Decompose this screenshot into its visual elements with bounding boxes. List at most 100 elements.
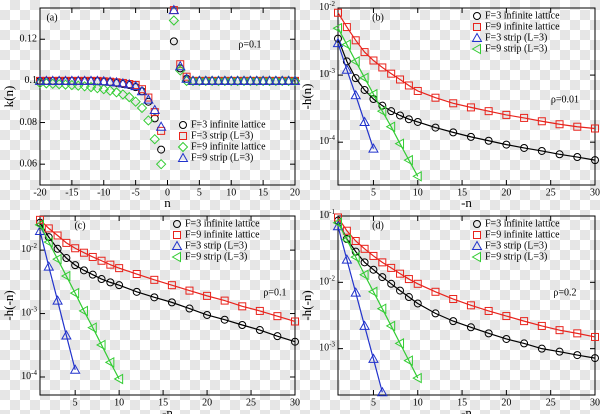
marker	[537, 146, 546, 155]
marker	[573, 351, 582, 360]
x-tick-label: 25	[546, 397, 556, 408]
x-tick-label: 5	[197, 187, 202, 198]
marker	[449, 295, 458, 304]
legend-label: F=9 strip (L=3)	[191, 152, 253, 163]
marker	[115, 281, 124, 290]
marker	[113, 373, 124, 385]
marker	[413, 86, 422, 95]
legend-label: F=3 strip (L=3)	[185, 240, 247, 251]
marker	[200, 75, 212, 85]
y-tick-label: 10-2	[21, 242, 37, 256]
marker	[111, 87, 122, 98]
marker	[71, 261, 80, 270]
marker	[332, 37, 344, 48]
marker	[185, 304, 194, 313]
marker	[573, 153, 582, 162]
marker	[194, 75, 205, 85]
marker	[334, 34, 342, 43]
marker	[387, 279, 396, 288]
marker	[431, 93, 440, 102]
marker	[52, 295, 63, 305]
marker	[34, 219, 44, 231]
marker	[41, 75, 52, 85]
marker	[502, 334, 511, 343]
marker	[360, 244, 369, 253]
panel-label: (d)	[372, 220, 384, 231]
marker	[466, 132, 475, 141]
marker	[155, 158, 167, 170]
marker	[449, 317, 458, 326]
x-tick-label: 20	[501, 187, 511, 198]
marker	[555, 326, 564, 335]
y-axis-title: -h(-n)	[1, 290, 16, 320]
marker	[124, 91, 135, 103]
x-tick-label: 10	[413, 187, 423, 198]
x-axis-title: n	[164, 195, 171, 210]
marker	[387, 107, 396, 116]
marker	[360, 48, 369, 57]
marker	[341, 64, 353, 74]
marker	[182, 72, 191, 81]
x-tick-label: 10	[114, 397, 124, 408]
marker	[79, 266, 88, 275]
marker	[185, 286, 194, 295]
marker	[52, 253, 62, 265]
marker	[403, 154, 413, 166]
fit-line	[39, 222, 296, 343]
marker	[466, 301, 475, 310]
y-tick-label: 10-1	[319, 208, 335, 222]
marker	[132, 287, 141, 296]
marker	[360, 85, 369, 94]
marker	[97, 256, 106, 265]
marker	[78, 305, 88, 317]
marker	[88, 270, 97, 279]
fit-line	[39, 230, 76, 370]
panel-label: (c)	[74, 220, 85, 231]
marker	[69, 364, 81, 374]
y-tick-label: 10-3	[319, 67, 335, 81]
legend-marker	[179, 121, 187, 129]
marker	[404, 81, 413, 90]
marker	[351, 236, 360, 245]
legend-label: F=3 strip (L=3)	[485, 32, 547, 43]
marker	[43, 261, 55, 271]
marker	[484, 107, 493, 116]
x-tick-label: 15	[258, 187, 268, 198]
x-tick-label: -20	[33, 187, 46, 198]
annotation: ρ=0.2	[553, 287, 576, 298]
marker	[150, 275, 159, 284]
marker	[106, 278, 115, 287]
marker	[360, 258, 369, 267]
marker	[431, 287, 440, 296]
marker	[92, 75, 103, 85]
legend-label: F=9 infinite lattice	[185, 229, 260, 240]
marker	[72, 75, 84, 85]
marker	[175, 65, 186, 76]
marker	[270, 75, 282, 85]
marker	[387, 69, 396, 78]
x-tick-label: 25	[546, 187, 556, 198]
x-tick-label: 30	[590, 187, 600, 198]
legend-marker	[473, 220, 481, 228]
x-tick-label: 5	[73, 397, 78, 408]
marker	[66, 75, 78, 85]
marker	[376, 105, 387, 117]
marker	[413, 279, 422, 288]
marker	[206, 75, 218, 85]
marker	[132, 270, 141, 279]
marker	[291, 317, 299, 326]
marker	[87, 322, 97, 333]
marker	[117, 89, 129, 100]
marker	[69, 287, 80, 299]
marker	[350, 89, 362, 100]
y-tick-label: 0.12	[20, 34, 38, 45]
x-tick-label: 15	[158, 397, 168, 408]
marker	[168, 15, 180, 26]
marker	[351, 74, 360, 83]
marker	[332, 22, 342, 34]
marker	[276, 75, 288, 85]
legend-label: F=3 infinite lattice	[185, 218, 260, 229]
marker	[341, 254, 353, 264]
marker	[413, 117, 422, 126]
